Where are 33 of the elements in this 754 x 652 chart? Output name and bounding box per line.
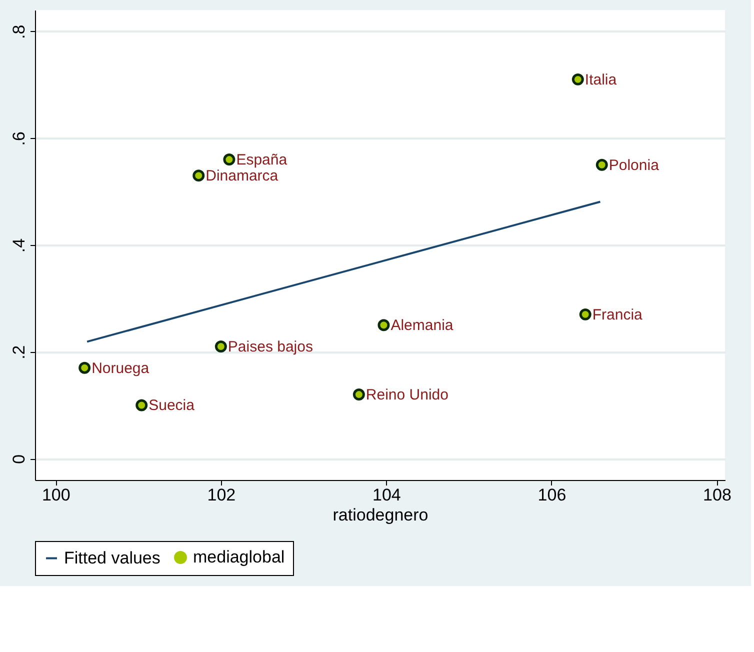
x-tick-label: 100 — [42, 486, 70, 504]
annotation: Polonia — [608, 156, 660, 174]
point — [136, 399, 148, 412]
annotation: Reino Unido — [366, 386, 448, 404]
annotation: Suecia — [148, 397, 196, 414]
x-tick-label: 106 — [538, 486, 566, 504]
annotation: Italia — [584, 71, 618, 88]
point — [223, 154, 236, 166]
annotation: Alemania — [390, 317, 454, 334]
annotation: Paises bajos — [228, 338, 313, 356]
point — [352, 388, 365, 401]
x-tick-label: 108 — [703, 486, 732, 504]
x-axis-title: ratiodegnero — [332, 506, 428, 524]
annotation: Dinamarca — [206, 168, 279, 185]
point — [596, 158, 608, 171]
annotation: Francia — [592, 306, 644, 324]
point — [78, 362, 91, 374]
x-tick-label: 102 — [207, 486, 236, 504]
y-tick-label: .2 — [10, 345, 28, 360]
point — [214, 340, 227, 352]
point — [572, 73, 584, 86]
point — [192, 170, 205, 182]
annotation: España — [236, 152, 288, 169]
y-tick-label: 0 — [10, 454, 28, 464]
y-tick-label: .4 — [10, 238, 28, 253]
x-tick-label: 104 — [372, 486, 401, 504]
annotation: Noruega — [92, 360, 150, 377]
legend-label: mediaglobal — [193, 548, 285, 567]
y-tick-label: .8 — [10, 24, 28, 39]
y-tick-label: .6 — [10, 132, 28, 146]
legend-label: Fitted values — [64, 548, 160, 568]
point — [378, 319, 390, 332]
point — [579, 308, 592, 320]
